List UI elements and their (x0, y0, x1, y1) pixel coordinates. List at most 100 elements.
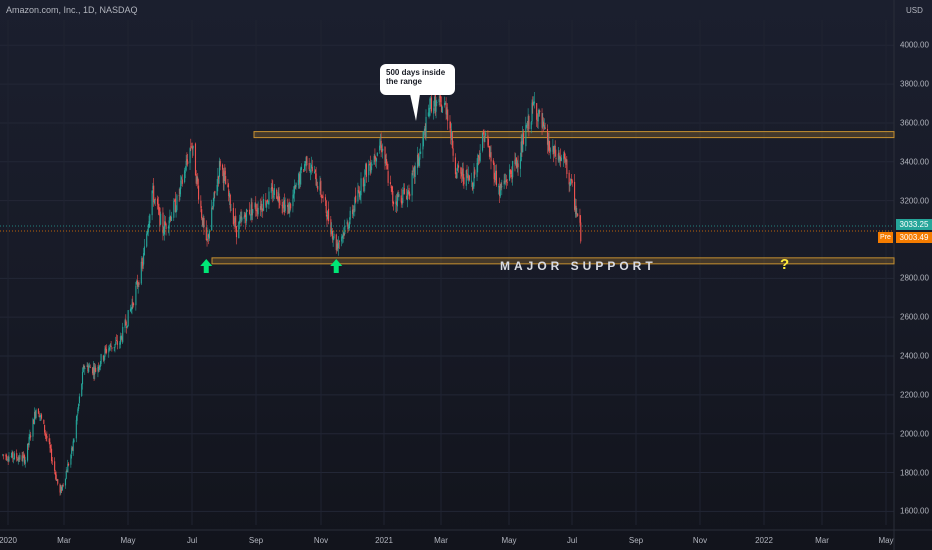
candle-body (113, 347, 115, 349)
candle-body (569, 183, 571, 187)
candle-body (429, 98, 431, 116)
candle-body (126, 326, 128, 328)
candle-body (163, 232, 165, 235)
candle-body (283, 199, 286, 213)
candle-body (40, 414, 43, 419)
candle-body (461, 169, 463, 176)
candle-body (66, 471, 68, 473)
candle-body (384, 147, 386, 164)
candle-body (252, 209, 254, 214)
candle-body (206, 239, 208, 240)
candle-body (92, 367, 94, 374)
candle-body (268, 191, 270, 205)
range-bottom-band (211, 257, 895, 265)
candle-body (363, 184, 365, 187)
candle-body (484, 137, 486, 143)
candle-body (163, 221, 166, 235)
candle-body (185, 160, 187, 171)
candle-body (130, 307, 132, 310)
candle-body (560, 157, 562, 161)
candle-body (8, 456, 10, 462)
candle-body (297, 180, 299, 186)
candle-body (542, 120, 544, 127)
candle-body (266, 200, 268, 203)
candle-body (70, 454, 72, 465)
candle-body (290, 203, 292, 209)
candle-body (100, 354, 102, 364)
candle-body (440, 95, 442, 103)
candle-body (292, 194, 294, 207)
candle-body (30, 435, 32, 438)
candle-body (147, 226, 149, 233)
range-callout[interactable]: 500 days inside the range (380, 64, 455, 95)
candle-body (422, 138, 424, 150)
range-bands (211, 131, 895, 265)
candle-body (436, 102, 438, 103)
candle-body (27, 443, 29, 446)
candle-body (213, 192, 215, 202)
candle-body (19, 454, 21, 460)
candle-body (570, 179, 572, 185)
currency-label: USD (906, 6, 923, 15)
candle-body (546, 128, 549, 145)
candle-body (457, 165, 460, 168)
candle-body (57, 479, 59, 484)
candle-body (322, 196, 324, 198)
candle-body (460, 167, 462, 174)
candle-body (214, 191, 216, 194)
candle-body (201, 209, 203, 219)
candle-body (506, 182, 508, 184)
candle-body (568, 172, 570, 185)
candle-body (76, 414, 78, 421)
candle-body (389, 182, 391, 185)
candle-body (450, 129, 452, 139)
candle-body (549, 148, 551, 152)
candle-body (355, 195, 357, 203)
candle-body (289, 202, 291, 213)
candle-body (61, 486, 63, 492)
candle-body (184, 170, 186, 183)
candle-body (387, 171, 389, 183)
candle-body (368, 164, 370, 176)
candle-body (250, 204, 252, 216)
candle-body (395, 201, 397, 204)
candle-body (400, 195, 402, 203)
candle-body (246, 210, 248, 212)
candle-body (351, 209, 354, 215)
candle-body (273, 195, 275, 197)
candle-body (262, 209, 264, 212)
candle-body (143, 246, 145, 255)
candle-body (489, 152, 491, 155)
callout-line-2: the range (386, 77, 423, 86)
candle-body (251, 202, 253, 216)
candle-body (457, 164, 459, 169)
candle-body (320, 180, 322, 195)
candle-body (174, 200, 176, 202)
candle-body (148, 221, 150, 227)
candle-body (137, 284, 139, 287)
time-tick-label: 2020 (0, 536, 17, 545)
candle-body (416, 155, 419, 168)
candle-body (381, 148, 383, 152)
candle-body (559, 156, 561, 161)
candle-body (391, 186, 393, 193)
candle-body (482, 133, 484, 135)
candle-body (495, 170, 497, 181)
candle-body (17, 458, 19, 462)
candle-body (16, 453, 18, 459)
candle-body (228, 189, 230, 197)
candle-body (200, 200, 202, 208)
candle-body (445, 102, 447, 115)
candle-body (77, 409, 79, 414)
candle-body (505, 180, 507, 182)
price-tick-label: 1800.00 (900, 468, 929, 478)
candle-body (537, 114, 539, 122)
candle-body (168, 220, 170, 229)
candle-body (153, 199, 156, 204)
pre-market-badge: Pre (878, 232, 893, 243)
candle-body (99, 364, 101, 368)
candle-body (109, 344, 111, 347)
candle-body (580, 222, 582, 242)
candle-body (465, 170, 467, 186)
